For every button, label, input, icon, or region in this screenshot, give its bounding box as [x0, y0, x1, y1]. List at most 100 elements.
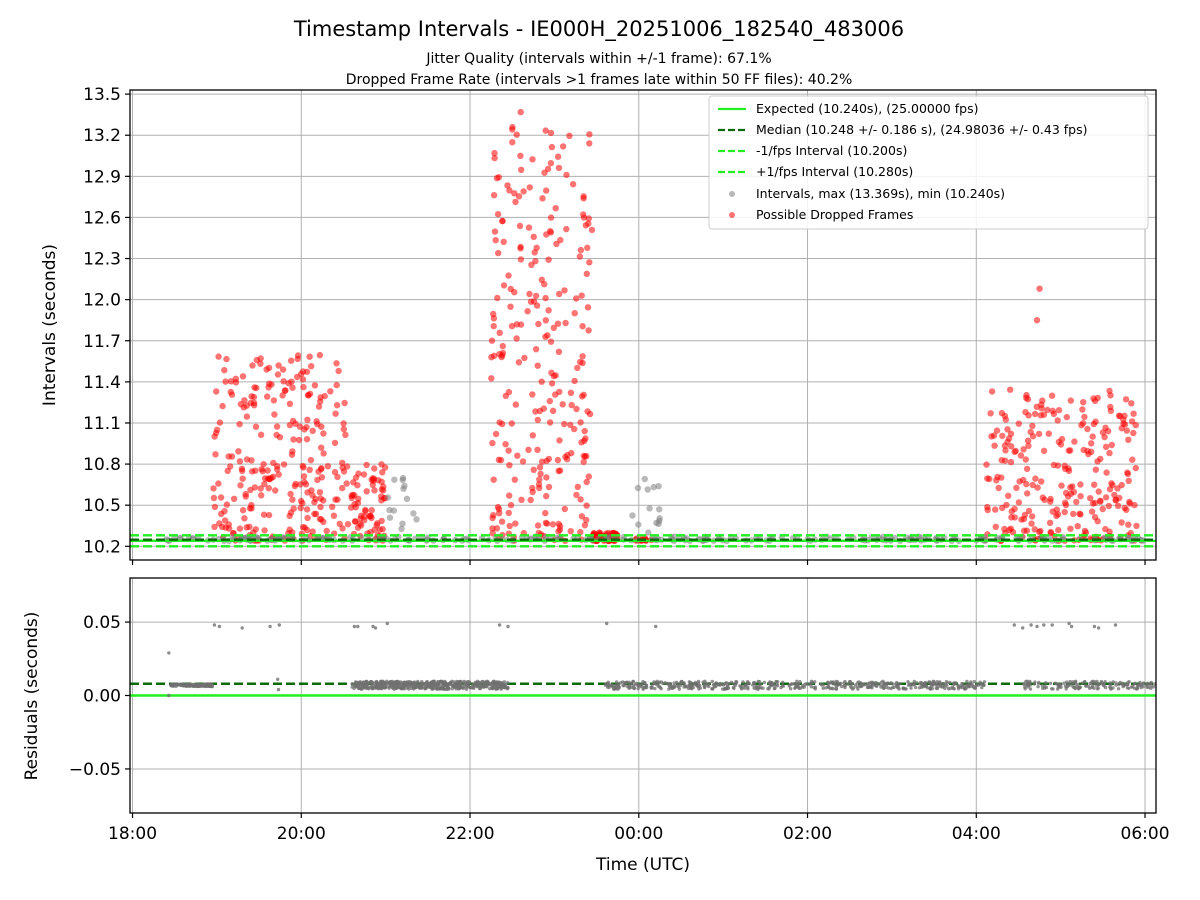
possible-dropped-frames-outlier [1033, 317, 1041, 324]
residual-point [1132, 682, 1136, 686]
residual-point [831, 687, 835, 691]
residual-point [457, 685, 461, 690]
legend: Expected (10.240s), (25.00000 fps) Media… [708, 95, 1149, 230]
possible-dropped-frames-point [538, 378, 545, 385]
possible-dropped-frames-point [573, 491, 580, 499]
possible-dropped-frames-point [552, 205, 559, 212]
possible-dropped-frames-point [1091, 499, 1099, 507]
possible-dropped-frames-point [1029, 422, 1036, 430]
possible-dropped-frames-point [561, 420, 568, 428]
possible-dropped-frames-point [586, 259, 593, 266]
possible-dropped-frames-point [304, 514, 311, 522]
possible-dropped-frames-point [213, 388, 220, 395]
residual-point [637, 683, 642, 687]
residual-point [882, 686, 886, 691]
residual-point [383, 681, 387, 685]
residual-outlier [1029, 623, 1033, 627]
possible-dropped-frames-point [582, 435, 589, 442]
possible-dropped-frames-point [517, 256, 525, 263]
possible-dropped-frames-point [239, 507, 247, 514]
possible-dropped-frames-point [571, 377, 578, 385]
possible-dropped-frames-point [1108, 441, 1116, 449]
possible-dropped-frames-point [248, 393, 255, 400]
possible-dropped-frames-point [539, 195, 546, 202]
possible-dropped-frames-point [371, 487, 378, 494]
residual-point [401, 685, 406, 689]
possible-dropped-frames-point [490, 512, 497, 519]
residual-outlier [371, 624, 375, 629]
intervals-max-13-369s-min-10-240s-point [646, 505, 653, 512]
possible-dropped-frames-point [259, 468, 266, 475]
possible-dropped-frames-point [543, 492, 550, 500]
possible-dropped-frames-point [580, 214, 588, 221]
possible-dropped-frames-point [1032, 475, 1039, 482]
possible-dropped-frames-point [311, 382, 319, 389]
possible-dropped-frames-point [533, 302, 541, 309]
residual-point [612, 687, 616, 691]
possible-dropped-frames-point [293, 373, 301, 381]
possible-dropped-frames-point [502, 441, 509, 448]
possible-dropped-frames-point [216, 419, 224, 426]
residual-point [707, 684, 711, 689]
possible-dropped-frames-outlier [517, 108, 524, 116]
residual-point [775, 682, 779, 687]
residual-point [858, 684, 862, 688]
residual-point [835, 683, 840, 688]
residual-point [1059, 682, 1063, 687]
residual-point [468, 686, 473, 690]
possible-dropped-frames-point [585, 327, 592, 334]
residual-point [957, 684, 961, 689]
possible-dropped-frames-point [363, 461, 370, 469]
possible-dropped-frames-point [374, 520, 381, 527]
intervals-reference-lines [130, 534, 1156, 548]
intervals-panel: 10.2 10.5 10.8 11.1 11.4 11.7 12.0 12.3 12.6 12.9… [40, 85, 1157, 565]
possible-dropped-frames-point [273, 431, 280, 439]
residual-point [975, 683, 979, 688]
possible-dropped-frames-point [253, 384, 260, 392]
possible-dropped-frames-point [1008, 443, 1015, 450]
intervals-max-13-369s-min-10-240s-point [891, 534, 899, 542]
residual-point [1041, 686, 1045, 691]
intervals-y-tick-label: 11.4 [83, 373, 121, 393]
possible-dropped-frames-point [343, 480, 350, 487]
possible-dropped-frames-point [1007, 386, 1014, 393]
possible-dropped-frames-point [1048, 392, 1056, 399]
residual-point [952, 682, 956, 686]
residual-point [362, 682, 366, 686]
possible-dropped-frames-point [1003, 501, 1010, 509]
possible-dropped-frames-point [1012, 447, 1019, 455]
possible-dropped-frames-point [331, 439, 339, 447]
possible-dropped-frames-point [525, 224, 533, 231]
residual-point [1080, 681, 1085, 685]
residual-point [627, 680, 631, 684]
residual-point [369, 686, 373, 690]
residual-point [1057, 685, 1062, 689]
possible-dropped-frames-point [316, 351, 324, 359]
possible-dropped-frames-point [532, 258, 539, 265]
residual-point [729, 680, 734, 684]
residual-point [1032, 682, 1037, 686]
possible-dropped-frames-point [552, 391, 559, 398]
possible-dropped-frames-point [992, 523, 999, 530]
residual-point [965, 679, 969, 684]
possible-dropped-frames-point [532, 346, 540, 353]
possible-dropped-frames-point [561, 505, 568, 513]
possible-dropped-frames-point [273, 423, 281, 430]
possible-dropped-frames-point [243, 413, 251, 420]
residual-point [632, 686, 636, 691]
possible-dropped-frames-point [554, 320, 562, 327]
residual-point [757, 680, 762, 684]
possible-dropped-frames-point [1016, 478, 1023, 485]
residual-point [391, 682, 395, 687]
possible-dropped-frames-point [1105, 502, 1113, 510]
possible-dropped-frames-point [547, 129, 555, 137]
possible-dropped-frames-point [1070, 488, 1078, 496]
possible-dropped-frames-point [248, 468, 256, 475]
possible-dropped-frames-point [530, 233, 537, 240]
residual-point [674, 680, 679, 684]
possible-dropped-frames-point [536, 464, 544, 471]
possible-dropped-frames-point [1087, 495, 1094, 502]
residual-point [1111, 680, 1116, 684]
intervals-max-13-369s-min-10-240s-point [398, 525, 405, 532]
possible-dropped-frames-point [588, 226, 596, 234]
